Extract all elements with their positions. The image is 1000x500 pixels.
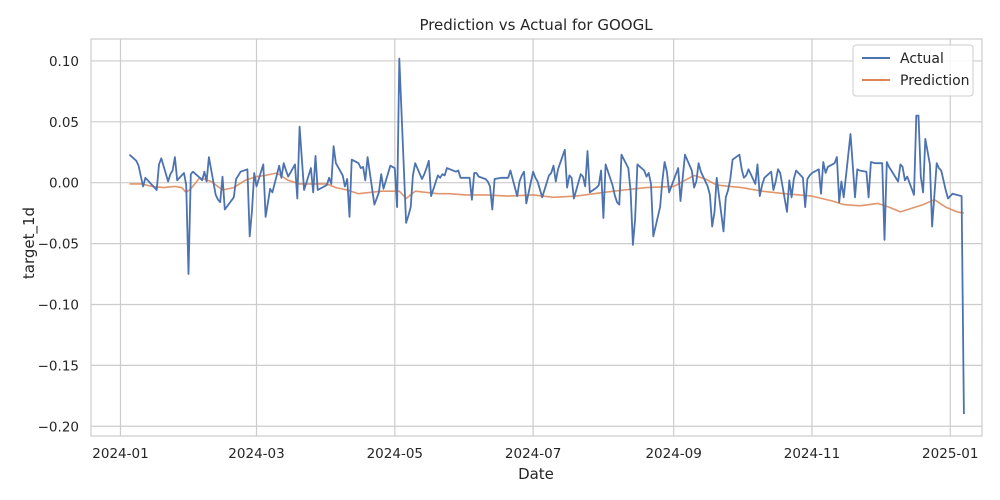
legend: Actual Prediction bbox=[852, 44, 974, 97]
x-axis-title: Date bbox=[518, 465, 554, 483]
plot-frame bbox=[90, 38, 983, 437]
y-tick-label: 0.05 bbox=[49, 115, 79, 131]
y-tick-label: 0.10 bbox=[49, 54, 79, 70]
grid bbox=[91, 39, 982, 436]
x-tick-label: 2024-11 bbox=[784, 446, 840, 462]
x-tick-label: 2024-09 bbox=[645, 446, 701, 462]
x-tick-label: 2024-05 bbox=[367, 446, 423, 462]
x-tick-label: 2025-01 bbox=[922, 446, 978, 462]
x-tick-label: 2024-07 bbox=[505, 446, 561, 462]
chart-title: Prediction vs Actual for GOOGL bbox=[419, 16, 653, 34]
y-tick-label: −0.20 bbox=[38, 419, 79, 435]
tick-labels: 0.10 0.05 0.00 −0.05 −0.10 −0.15 −0.20 2024-01 2… bbox=[38, 54, 979, 462]
legend-label-prediction: Prediction bbox=[900, 73, 970, 89]
legend-label-actual: Actual bbox=[900, 51, 944, 67]
y-tick-label: −0.15 bbox=[38, 358, 79, 374]
x-tick-label: 2024-03 bbox=[228, 446, 284, 462]
y-tick-label: −0.05 bbox=[38, 237, 79, 253]
series-layer bbox=[128, 57, 965, 415]
y-axis-title: target_1d bbox=[20, 207, 39, 279]
series-line-actual bbox=[128, 57, 965, 415]
y-tick-label: 0.00 bbox=[49, 176, 79, 192]
series-line-prediction bbox=[129, 172, 965, 214]
x-tick-label: 2024-01 bbox=[92, 446, 148, 462]
y-tick-label: −0.10 bbox=[38, 297, 79, 313]
